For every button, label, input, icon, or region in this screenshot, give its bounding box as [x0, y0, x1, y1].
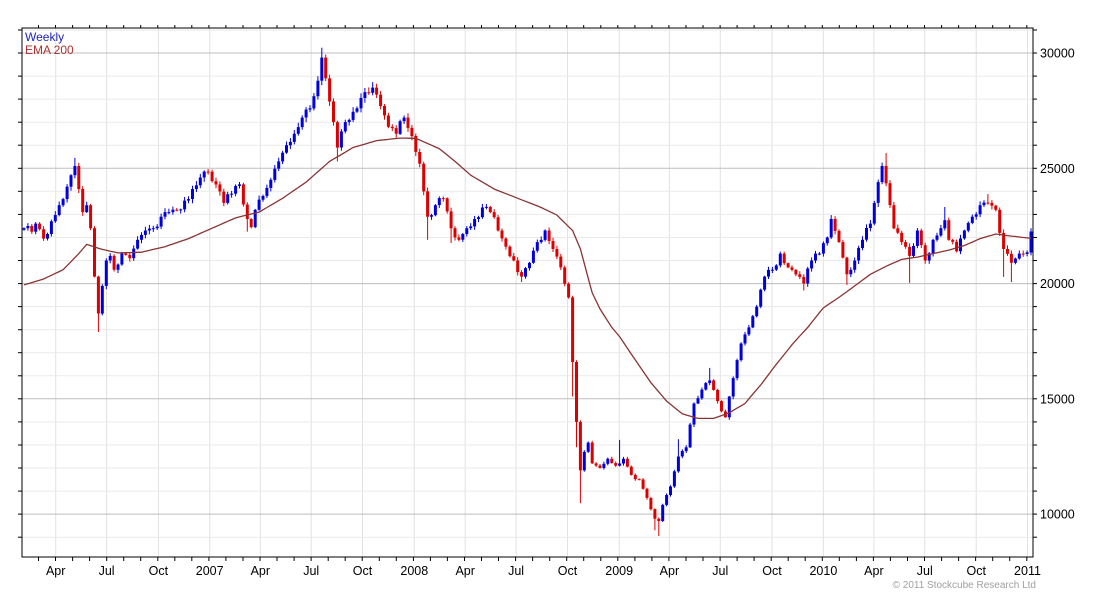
svg-text:Apr: Apr	[251, 564, 270, 578]
svg-text:Oct: Oct	[966, 564, 986, 578]
svg-text:Apr: Apr	[455, 564, 474, 578]
svg-text:Jul: Jul	[99, 564, 115, 578]
svg-text:30000: 30000	[1040, 47, 1075, 61]
svg-text:10000: 10000	[1040, 508, 1075, 522]
svg-text:Jul: Jul	[508, 564, 524, 578]
svg-text:Apr: Apr	[660, 564, 679, 578]
y-axis-labels: 10000 15000 20000 25000 30000	[1040, 47, 1075, 522]
svg-text:Jul: Jul	[712, 564, 728, 578]
svg-text:Jul: Jul	[917, 564, 933, 578]
svg-text:Oct: Oct	[762, 564, 782, 578]
legend-timeframe-label: Weekly	[25, 30, 65, 44]
axis-ticks	[18, 25, 1037, 561]
vertical-gridlines	[55, 28, 1028, 557]
svg-text:Apr: Apr	[864, 564, 883, 578]
svg-text:2008: 2008	[400, 564, 428, 578]
svg-text:25000: 25000	[1040, 162, 1075, 176]
svg-text:20000: 20000	[1040, 277, 1075, 291]
horizontal-gridlines	[22, 29, 1033, 538]
legend-ema-label: EMA 200	[25, 43, 74, 57]
svg-text:Jul: Jul	[303, 564, 319, 578]
svg-text:2011: 2011	[1014, 564, 1041, 578]
svg-text:2007: 2007	[196, 564, 224, 578]
ema-line	[23, 137, 1032, 420]
copyright-text: © 2011 Stockcube Research Ltd	[892, 580, 1036, 591]
svg-text:2010: 2010	[809, 564, 837, 578]
svg-text:2009: 2009	[605, 564, 633, 578]
svg-text:Apr: Apr	[46, 564, 65, 578]
candlesticks	[22, 47, 1033, 536]
svg-text:Oct: Oct	[558, 564, 578, 578]
x-axis-labels: Apr Jul Oct 2007 Apr Jul Oct 2008 Apr Jul Oct 2009 A…	[46, 564, 1041, 578]
svg-text:Oct: Oct	[149, 564, 169, 578]
plot-border	[21, 27, 1034, 558]
svg-text:15000: 15000	[1040, 392, 1075, 406]
svg-text:Oct: Oct	[353, 564, 373, 578]
